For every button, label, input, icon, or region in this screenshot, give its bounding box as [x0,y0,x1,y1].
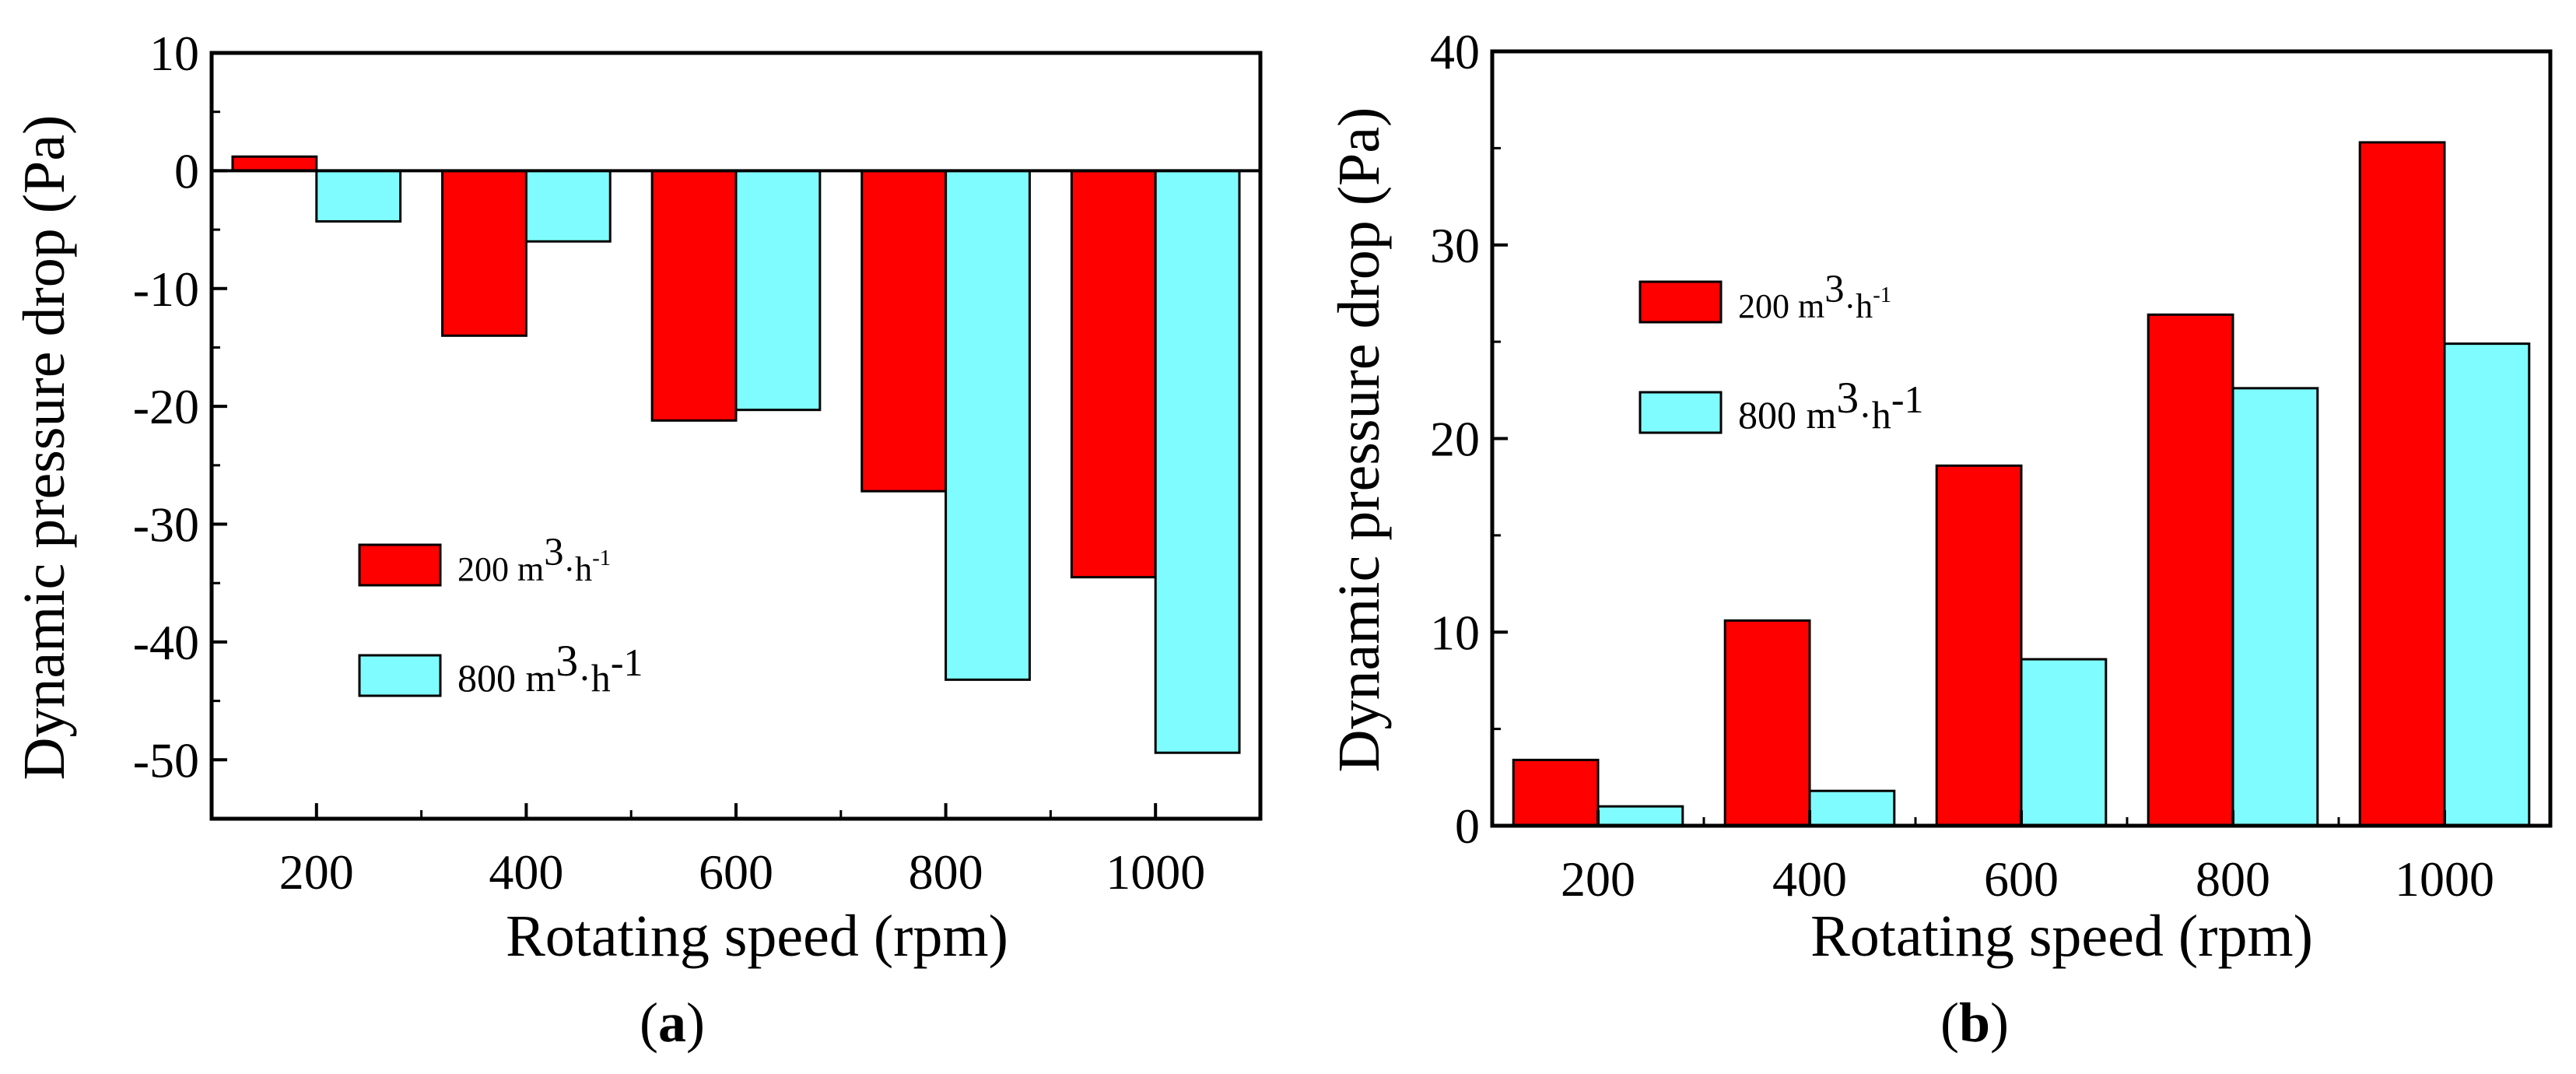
chart-b-ytick-label: 30 [1430,218,1480,273]
chart-b-bar-cyan-600 [2020,658,2108,827]
chart-a-ytick-label: -30 [133,497,199,553]
chart-a-legend-label-red: 200 m3·h-1 [457,530,611,588]
chart-b: 0 10 20 30 40 200 400 600 800 1000 200 m3·h-1 800 … [1327,24,2553,1054]
chart-b-legend-label-red: 200 m3·h-1 [1738,267,1891,325]
chart-a-panel-label: (a) [640,992,705,1054]
chart-b-xlabel: Rotating speed (rpm) [1810,904,2313,969]
chart-a-xtick-label: 200 [279,844,354,900]
chart-a-ylabel: Dynamic pressure drop (Pa) [12,115,77,781]
chart-a-xtick-label: 600 [699,844,773,900]
chart-b-bar-red-200 [1512,758,1600,827]
chart-a-xtick-label: 800 [909,844,983,900]
chart-a-ytick-label: 0 [174,143,199,198]
chart-a-legend: 200 m3·h-1 800 m3·h-1 [358,530,643,700]
chart-a-legend-swatch-cyan [358,654,442,697]
chart-b-xtick-label: 1000 [2395,851,2494,907]
chart-b-legend: 200 m3·h-1 800 m3·h-1 [1638,267,1923,437]
chart-b-xtick-label: 200 [1561,851,1635,907]
chart-a-xtick-label: 1000 [1106,844,1205,900]
chart-b-xtick-label: 600 [1984,851,2059,907]
chart-a-xlabel: Rotating speed (rpm) [506,904,1008,969]
chart-a-bar-cyan-200 [315,169,402,223]
chart-b-ytick-label: 20 [1430,412,1480,467]
chart-a-ytick-label: -40 [133,615,199,670]
chart-b-bar-cyan-400 [1808,789,1896,827]
chart-b-bar-cyan-1000 [2443,342,2531,827]
chart-b-bar-red-800 [2147,313,2234,827]
chart-a-ticks: 10 0 -10 -20 -30 -40 -50 200 400 600 800 1000 [133,26,1206,900]
chart-b-xtick-label: 400 [1772,851,1847,907]
chart-a-bars [231,155,1241,754]
chart-b-bars [1512,141,2531,827]
chart-a-bar-red-400 [441,169,527,337]
chart-b-legend-swatch-cyan [1638,391,1723,434]
chart-a-ytick-label: 10 [149,26,199,81]
chart-b-ytick-label: 40 [1430,24,1480,79]
chart-a-legend-label-cyan: 800 m3·h-1 [457,637,643,700]
chart-b-bar-red-1000 [2358,141,2446,827]
chart-a-bar-red-1000 [1070,169,1157,579]
chart-a-bar-red-600 [650,169,738,422]
chart-b-ylabel: Dynamic pressure drop (Pa) [1327,107,1392,773]
chart-b-legend-label-cyan: 800 m3·h-1 [1738,374,1923,437]
chart-b-ytick-label: 10 [1430,605,1480,660]
chart-b-bar-cyan-800 [2231,387,2319,827]
chart-a-bar-red-200 [231,155,318,172]
chart-b-bar-red-600 [1935,464,2023,827]
chart-b-panel-label: (b) [1940,992,2009,1054]
chart-a-ytick-label: -20 [133,379,199,434]
chart-b-bar-cyan-200 [1596,805,1684,827]
chart-b-bar-red-400 [1723,619,1811,827]
chart-b-xtick-label: 800 [2196,851,2270,907]
chart-b-legend-swatch-red [1638,280,1723,324]
chart-a-xtick-label: 400 [489,844,563,900]
chart-a-ytick-label: -10 [133,261,199,317]
chart-a-bar-cyan-400 [524,169,612,243]
chart-a: 10 0 -10 -20 -30 -40 -50 200 400 600 800 1000 200 m… [12,26,1263,1054]
chart-a-bar-red-800 [860,169,948,493]
chart-b-ticks: 0 10 20 30 40 200 400 600 800 1000 [1430,24,2494,907]
chart-b-ytick-label: 0 [1455,798,1480,854]
chart-a-bar-cyan-600 [734,169,822,412]
chart-a-bar-cyan-1000 [1154,169,1241,754]
chart-a-ytick-label: -50 [133,732,199,788]
chart-a-legend-swatch-red [358,543,442,587]
chart-a-bar-cyan-800 [945,169,1031,681]
